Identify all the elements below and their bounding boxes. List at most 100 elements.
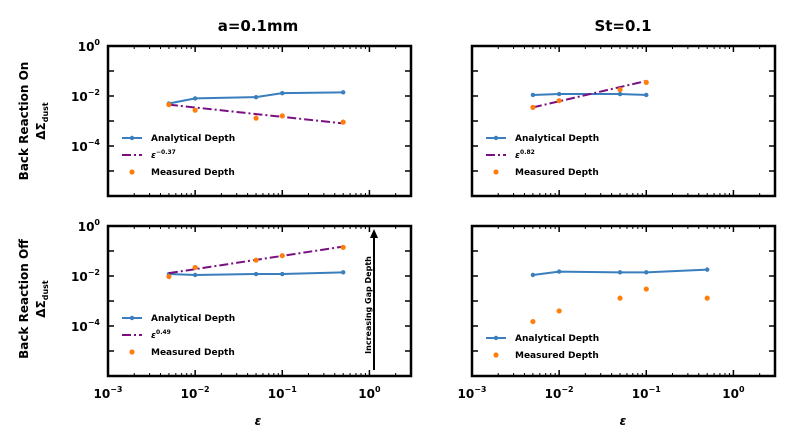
x-tick-label: 100 bbox=[722, 385, 745, 401]
measured-point bbox=[340, 244, 346, 250]
y-tick-base: 10 bbox=[71, 90, 88, 104]
measured-point bbox=[166, 273, 172, 280]
measured-point bbox=[556, 98, 562, 104]
legend-fit-label: ε−0.37 bbox=[151, 149, 176, 161]
xlabel-left: ε bbox=[255, 414, 262, 428]
y-tick-label: 10−4 bbox=[71, 138, 100, 154]
measured-point bbox=[253, 115, 259, 121]
x-tick-exp: −1 bbox=[284, 385, 297, 394]
analytical-point bbox=[556, 91, 562, 97]
x-tick-base: 10 bbox=[545, 387, 562, 401]
legend-fit-exp: 0.49 bbox=[156, 329, 171, 336]
measured-point bbox=[192, 264, 198, 271]
measured-point bbox=[530, 104, 536, 110]
y-tick-base: 10 bbox=[71, 140, 88, 154]
legend-analytical-marker bbox=[129, 315, 135, 321]
measured-point bbox=[192, 107, 198, 113]
analytical-point bbox=[617, 270, 623, 275]
legend-analytical-label: Analytical Depth bbox=[151, 314, 235, 324]
measured-point bbox=[530, 318, 536, 325]
y-tick-exp: −2 bbox=[88, 268, 100, 277]
y-tick-exp: −2 bbox=[88, 88, 100, 97]
y-tick-label: 10−2 bbox=[71, 88, 100, 104]
annotation-arrow-head bbox=[370, 229, 378, 238]
panel-top-right: Analytical Depth ε0.82 Measured Depth bbox=[470, 44, 777, 198]
x-tick-label: 10−3 bbox=[94, 385, 123, 401]
x-tick-label: 10−1 bbox=[632, 385, 661, 401]
xlabel-right: ε bbox=[620, 414, 627, 428]
measured-point bbox=[556, 308, 562, 314]
legend-analytical-marker bbox=[129, 135, 135, 141]
annotation-text: Increasing Gap Depth bbox=[364, 256, 373, 354]
ylabel-top-sub: dust bbox=[41, 102, 50, 122]
gap-depth-annotation: Increasing Gap Depth bbox=[364, 229, 378, 370]
analytical-point bbox=[340, 270, 346, 275]
x-tick-base: 10 bbox=[268, 387, 285, 401]
x-tick-label: 10−3 bbox=[458, 385, 487, 401]
x-tick-exp: −3 bbox=[110, 385, 122, 394]
x-tick-label: 10−2 bbox=[545, 385, 574, 401]
x-tick-exp: −2 bbox=[561, 385, 573, 394]
analytical-point bbox=[340, 90, 346, 95]
x-tick-base: 10 bbox=[94, 387, 111, 401]
analytical-point bbox=[556, 269, 562, 274]
fit-line-top-left bbox=[168, 103, 344, 125]
y-tick-exp: 0 bbox=[94, 38, 100, 47]
y-tick-base: 10 bbox=[71, 270, 88, 284]
x-tick-exp: −2 bbox=[197, 385, 209, 394]
x-tick-label: 10−2 bbox=[181, 385, 210, 401]
analytical-point bbox=[280, 271, 285, 277]
x-tick-base: 10 bbox=[181, 387, 198, 401]
y-tick-base: 10 bbox=[78, 40, 95, 54]
measured-point bbox=[253, 257, 259, 263]
x-tick-exp: −1 bbox=[648, 385, 661, 394]
y-tick-label: 10−2 bbox=[71, 268, 100, 284]
measured-point bbox=[279, 253, 285, 259]
legend-fit-base: ε bbox=[151, 331, 156, 341]
x-tick-label: 100 bbox=[358, 385, 381, 401]
legend-fit-base: ε bbox=[515, 151, 520, 161]
legend-analytical-label: Analytical Depth bbox=[515, 134, 599, 144]
analytical-point bbox=[530, 272, 536, 278]
ylabel-bottom-base: ΔΣ bbox=[34, 300, 48, 317]
legend-measured-label: Measured Depth bbox=[515, 351, 599, 361]
analytical-point bbox=[253, 271, 259, 277]
measured-point bbox=[704, 295, 710, 301]
y-tick-exp: −4 bbox=[88, 138, 101, 147]
legend-measured-label: Measured Depth bbox=[151, 168, 235, 178]
x-tick-base: 10 bbox=[722, 387, 739, 401]
x-tick-label: 10−1 bbox=[268, 385, 297, 401]
legend-measured-label: Measured Depth bbox=[151, 348, 235, 358]
ylabel-top-base: ΔΣ bbox=[34, 122, 48, 139]
x-tick-base: 10 bbox=[458, 387, 475, 401]
x-tick-base: 10 bbox=[358, 387, 375, 401]
y-tick-base: 10 bbox=[78, 220, 95, 234]
x-tick-exp: −3 bbox=[474, 385, 486, 394]
y-tick-label: 100 bbox=[78, 218, 101, 234]
row-label-bottom: Back Reaction Off bbox=[17, 239, 31, 359]
measured-point bbox=[617, 87, 623, 93]
analytical-point bbox=[617, 91, 623, 97]
legend-analytical-marker bbox=[493, 335, 499, 341]
legend-fit-exp: 0.82 bbox=[520, 149, 535, 156]
y-tick-label: 10−4 bbox=[71, 318, 100, 334]
x-tick-exp: 0 bbox=[375, 385, 381, 394]
y-tick-base: 10 bbox=[71, 320, 88, 334]
y-tick-exp: 0 bbox=[94, 218, 100, 227]
legend-measured-label: Measured Depth bbox=[515, 168, 599, 178]
fit-line-top-right bbox=[532, 79, 647, 109]
col-title-right: St=0.1 bbox=[594, 17, 651, 35]
legend-measured-marker bbox=[493, 352, 499, 358]
analytical-point bbox=[280, 90, 285, 96]
legend-measured-marker bbox=[493, 169, 499, 175]
legend-fit-exp: −0.37 bbox=[156, 149, 176, 156]
legend-analytical-label: Analytical Depth bbox=[151, 134, 235, 144]
measured-point bbox=[340, 119, 346, 125]
analytical-point bbox=[644, 92, 649, 98]
analytical-point bbox=[644, 270, 649, 275]
analytical-point bbox=[704, 267, 710, 272]
